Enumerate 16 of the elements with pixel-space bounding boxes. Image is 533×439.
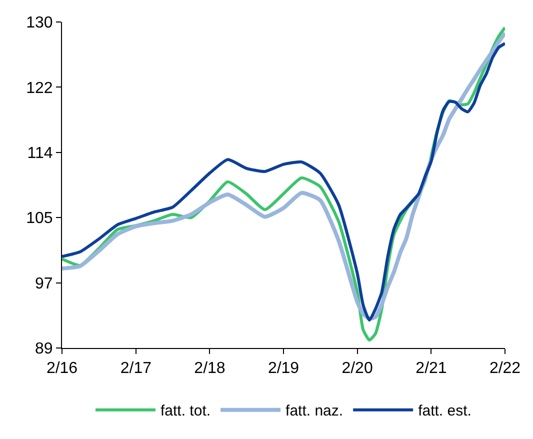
x-tick-label: 2/22 [489, 360, 521, 378]
x-tick-label: 2/17 [120, 360, 152, 378]
x-tick-label: 2/16 [46, 360, 78, 378]
y-tick-label: 97 [35, 275, 53, 292]
y-tick-label: 105 [26, 210, 53, 228]
y-tick-label: 89 [35, 340, 53, 358]
x-tick-label: 2/19 [268, 360, 300, 378]
y-tick-label: 114 [27, 145, 53, 162]
y-tick-label: 122 [26, 80, 53, 97]
x-tick-label: 2/20 [342, 360, 373, 378]
legend-label: fatt. tot. [160, 402, 211, 420]
legend-label: fatt. est. [418, 402, 472, 420]
y-tick-label: 130 [26, 14, 53, 32]
x-tick-label: 2/21 [416, 360, 447, 378]
x-tick-label: 2/18 [194, 360, 226, 378]
legend-label: fatt. naz. [286, 402, 344, 420]
